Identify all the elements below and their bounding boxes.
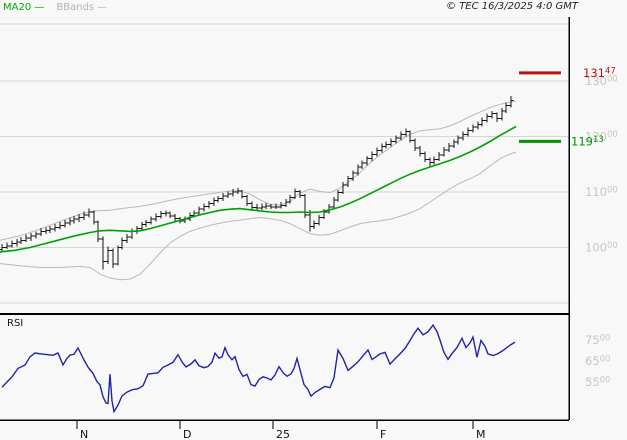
price-scale-label: 10000 bbox=[585, 241, 618, 255]
rsi-scale-label: 7500 bbox=[585, 333, 610, 347]
chart-frame bbox=[0, 17, 570, 421]
x-axis: N D 25 F M bbox=[76, 420, 486, 440]
rsi-scale-label: 5500 bbox=[585, 375, 610, 389]
legend-bbands-label: BBands bbox=[56, 2, 95, 13]
support-level-label: 11913 bbox=[571, 134, 604, 148]
rsi-panel-title: RSI bbox=[7, 318, 24, 329]
rsi-line bbox=[1, 323, 516, 414]
bbands-line-swatch-icon: — bbox=[97, 2, 108, 13]
copyright-text: © TEC 16/3/2025 4:0 GMT bbox=[446, 1, 578, 12]
x-tick-label: F bbox=[380, 428, 386, 440]
bollinger-upper-line bbox=[0, 100, 517, 241]
ma20-line-swatch-icon: — bbox=[34, 2, 45, 13]
x-tick-label: N bbox=[80, 428, 88, 440]
price-gridlines bbox=[0, 23, 569, 304]
legend-ma20-label: MA20 bbox=[3, 2, 32, 13]
x-tick-label: 25 bbox=[276, 428, 290, 440]
legend: MA20— BBands — bbox=[3, 2, 110, 14]
bollinger-lower-line bbox=[0, 151, 517, 281]
x-tick-label: D bbox=[183, 428, 191, 440]
resistance-level-label: 13147 bbox=[583, 66, 616, 80]
x-tick-label: M bbox=[476, 428, 486, 440]
ohlc-bars bbox=[0, 96, 514, 270]
price-scale-label: 11000 bbox=[585, 185, 618, 199]
rsi-scale-label: 6500 bbox=[585, 354, 610, 368]
ma20-line bbox=[0, 125, 517, 253]
